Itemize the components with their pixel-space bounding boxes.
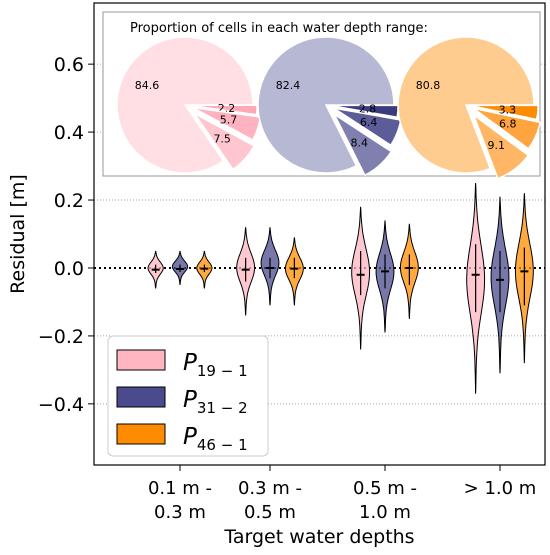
violin-2-3 bbox=[375, 220, 395, 333]
x-axis-label: Target water depths bbox=[223, 526, 414, 548]
pie-slice-label: 7.5 bbox=[213, 132, 231, 145]
pie-slice bbox=[472, 112, 530, 180]
y-axis-ticks: −0.4 −0.2 0.0 0.2 0.4 0.6 bbox=[38, 54, 94, 416]
violin-2-4 bbox=[490, 196, 510, 374]
x-tick-label-line2: 1.0 m bbox=[359, 502, 411, 523]
pie-slice bbox=[470, 104, 539, 121]
violin-2-2 bbox=[260, 227, 280, 306]
violin-3-3 bbox=[399, 223, 419, 319]
pie-slice-label: 3.3 bbox=[499, 103, 517, 116]
legend-label: P19 − 1 bbox=[183, 350, 248, 380]
pie-slice-label-major: 80.8 bbox=[416, 79, 441, 92]
violin-2-1 bbox=[171, 250, 189, 286]
legend: P19 − 1 P31 − 2 P46 − 1 bbox=[107, 335, 269, 457]
pie-slice bbox=[473, 107, 542, 150]
violin-1-3 bbox=[351, 206, 371, 350]
y-tick-label: 0.2 bbox=[54, 190, 84, 212]
legend-swatch bbox=[116, 386, 166, 408]
x-tick-label-line2: 0.3 m bbox=[154, 502, 206, 523]
pie-slice-label: 2.8 bbox=[359, 103, 377, 116]
x-tick-label: 0.5 m - bbox=[353, 478, 417, 499]
pie-slice bbox=[193, 112, 256, 171]
pie-2: 2.86.4 8.4 82.4 bbox=[257, 36, 402, 177]
y-tick-label: −0.2 bbox=[38, 326, 84, 348]
x-tick-label: 0.1 m - bbox=[148, 478, 212, 499]
pie-slice bbox=[332, 112, 393, 177]
pie-slice-major bbox=[116, 36, 254, 174]
pie-charts: 2.25.77.584.62.86.48.482.43.36.89.180.8 bbox=[116, 36, 542, 180]
plot-frame bbox=[93, 2, 546, 466]
pie-slice-label: 5.7 bbox=[220, 113, 238, 126]
inset-pie-panel: Proportion of cells in each water depth … bbox=[102, 11, 542, 180]
y-tick-label: 0.0 bbox=[54, 258, 84, 280]
violin-3-4 bbox=[514, 193, 534, 364]
pie-slice-label-major: 84.6 bbox=[135, 79, 160, 92]
violin-3-1 bbox=[196, 250, 213, 289]
violin-1-1 bbox=[147, 250, 164, 289]
pie-slice-major bbox=[397, 36, 535, 174]
pie-1: 2.25.77.584.6 bbox=[116, 36, 262, 174]
violin-3-2 bbox=[284, 237, 304, 306]
violins bbox=[147, 182, 534, 394]
pie-slice-label: 9.1 bbox=[488, 139, 506, 152]
pie-3: 3.3 6.8 9.1 80.8 bbox=[397, 36, 542, 180]
x-tick-label-line2: 0.5 m bbox=[244, 502, 296, 523]
y-axis-label: Residual [m] bbox=[7, 174, 29, 294]
x-axis-ticks: 0.1 m - 0.3 m 0.3 m - 0.5 m 0.5 m - 1.0 m > 1.… bbox=[148, 465, 536, 523]
y-tick-label: −0.4 bbox=[38, 394, 84, 416]
pie-slice-major bbox=[257, 36, 395, 174]
pie-slice bbox=[189, 104, 258, 116]
legend-swatch bbox=[116, 423, 166, 445]
y-tick-label: 0.4 bbox=[54, 122, 84, 144]
violin-1-4 bbox=[466, 182, 486, 394]
legend-label: P31 − 2 bbox=[183, 387, 248, 417]
x-tick-label: > 1.0 m bbox=[464, 478, 537, 499]
inset-title: Proportion of cells in each water depth … bbox=[130, 21, 428, 36]
y-tick-label: 0.6 bbox=[54, 54, 84, 76]
x-tick-label: 0.3 m - bbox=[238, 478, 302, 499]
pie-slice-label-major: 82.4 bbox=[276, 79, 301, 92]
legend-swatch bbox=[116, 349, 166, 371]
legend-label: P46 − 1 bbox=[183, 424, 248, 454]
pie-slice-label: 6.8 bbox=[499, 118, 517, 131]
violin-1-2 bbox=[236, 227, 256, 316]
pie-slice-label: 6.4 bbox=[360, 116, 378, 129]
pie-slice-label: 8.4 bbox=[351, 136, 369, 149]
